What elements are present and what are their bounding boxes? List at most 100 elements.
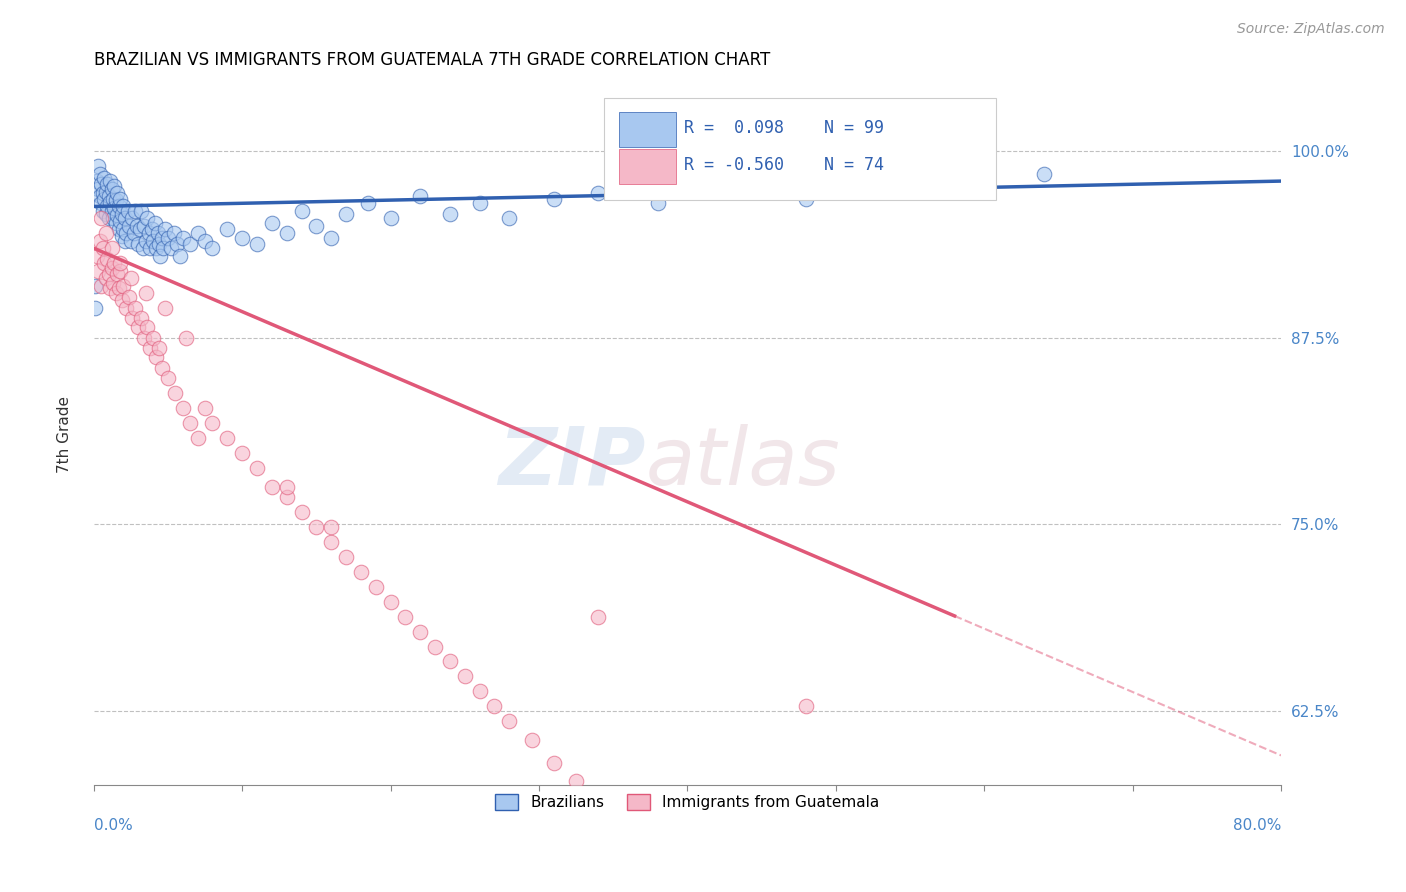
Point — [409, 189, 432, 203]
Point — [305, 219, 328, 233]
Point — [335, 207, 357, 221]
Point — [498, 714, 520, 728]
Point — [647, 196, 669, 211]
Point — [135, 234, 157, 248]
Point — [201, 241, 224, 255]
Point — [115, 301, 138, 315]
Point — [112, 199, 135, 213]
Point — [97, 267, 120, 281]
Point — [142, 234, 165, 248]
Point — [104, 194, 127, 208]
Point — [142, 331, 165, 345]
Point — [108, 222, 131, 236]
Point — [96, 252, 118, 266]
Text: BRAZILIAN VS IMMIGRANTS FROM GUATEMALA 7TH GRADE CORRELATION CHART: BRAZILIAN VS IMMIGRANTS FROM GUATEMALA 7… — [94, 51, 770, 69]
FancyBboxPatch shape — [619, 112, 675, 147]
Point — [90, 177, 112, 191]
Point — [136, 320, 159, 334]
Point — [115, 227, 138, 241]
Point — [90, 211, 112, 226]
FancyBboxPatch shape — [619, 149, 675, 184]
Point — [101, 211, 124, 226]
Point — [89, 189, 111, 203]
Point — [112, 278, 135, 293]
Point — [120, 271, 142, 285]
Point — [150, 360, 173, 375]
Point — [439, 655, 461, 669]
Point — [98, 194, 121, 209]
Point — [127, 320, 149, 334]
Point — [86, 249, 108, 263]
Point — [163, 227, 186, 241]
Point — [93, 171, 115, 186]
Point — [84, 301, 107, 315]
Point — [565, 773, 588, 788]
Point — [153, 301, 176, 315]
Point — [150, 231, 173, 245]
Point — [364, 580, 387, 594]
Point — [124, 203, 146, 218]
Point — [141, 222, 163, 236]
Point — [117, 203, 139, 218]
Point — [129, 203, 152, 218]
Point — [169, 249, 191, 263]
Point — [103, 178, 125, 193]
Point — [350, 565, 373, 579]
Point — [87, 159, 110, 173]
Point — [498, 211, 520, 226]
Point — [91, 241, 114, 255]
Point — [380, 211, 402, 226]
Point — [246, 460, 269, 475]
Point — [94, 207, 117, 221]
Point — [108, 281, 131, 295]
Point — [165, 385, 187, 400]
Point — [87, 263, 110, 277]
Point — [588, 186, 610, 200]
Point — [217, 431, 239, 445]
Point — [143, 216, 166, 230]
Point — [172, 401, 194, 415]
Point — [156, 231, 179, 245]
Point — [543, 756, 565, 770]
Point — [468, 684, 491, 698]
Point — [94, 271, 117, 285]
Point — [110, 256, 132, 270]
Point — [104, 285, 127, 300]
Point — [114, 211, 136, 226]
Point — [484, 699, 506, 714]
Legend: Brazilians, Immigrants from Guatemala: Brazilians, Immigrants from Guatemala — [489, 788, 886, 816]
Point — [101, 192, 124, 206]
Point — [97, 189, 120, 203]
Point — [231, 445, 253, 459]
Point — [120, 234, 142, 248]
Point — [89, 167, 111, 181]
Point — [111, 207, 134, 221]
Point — [118, 219, 141, 233]
Point — [321, 231, 343, 245]
Point — [111, 293, 134, 308]
Point — [89, 234, 111, 248]
Point — [96, 177, 118, 191]
Point — [110, 263, 132, 277]
Point — [124, 301, 146, 315]
Point — [246, 236, 269, 251]
Point — [423, 640, 446, 654]
FancyBboxPatch shape — [605, 98, 995, 200]
Point — [100, 241, 122, 255]
Point — [103, 256, 125, 270]
Point — [321, 520, 343, 534]
Point — [794, 192, 817, 206]
Point — [409, 624, 432, 639]
Point — [201, 416, 224, 430]
Point — [93, 192, 115, 206]
Point — [90, 278, 112, 293]
Point — [394, 609, 416, 624]
Point — [129, 311, 152, 326]
Point — [148, 236, 170, 251]
Point — [174, 331, 197, 345]
Point — [794, 699, 817, 714]
Point — [94, 185, 117, 199]
Text: R =  0.098    N = 99: R = 0.098 N = 99 — [683, 120, 884, 137]
Point — [139, 341, 162, 355]
Point — [543, 192, 565, 206]
